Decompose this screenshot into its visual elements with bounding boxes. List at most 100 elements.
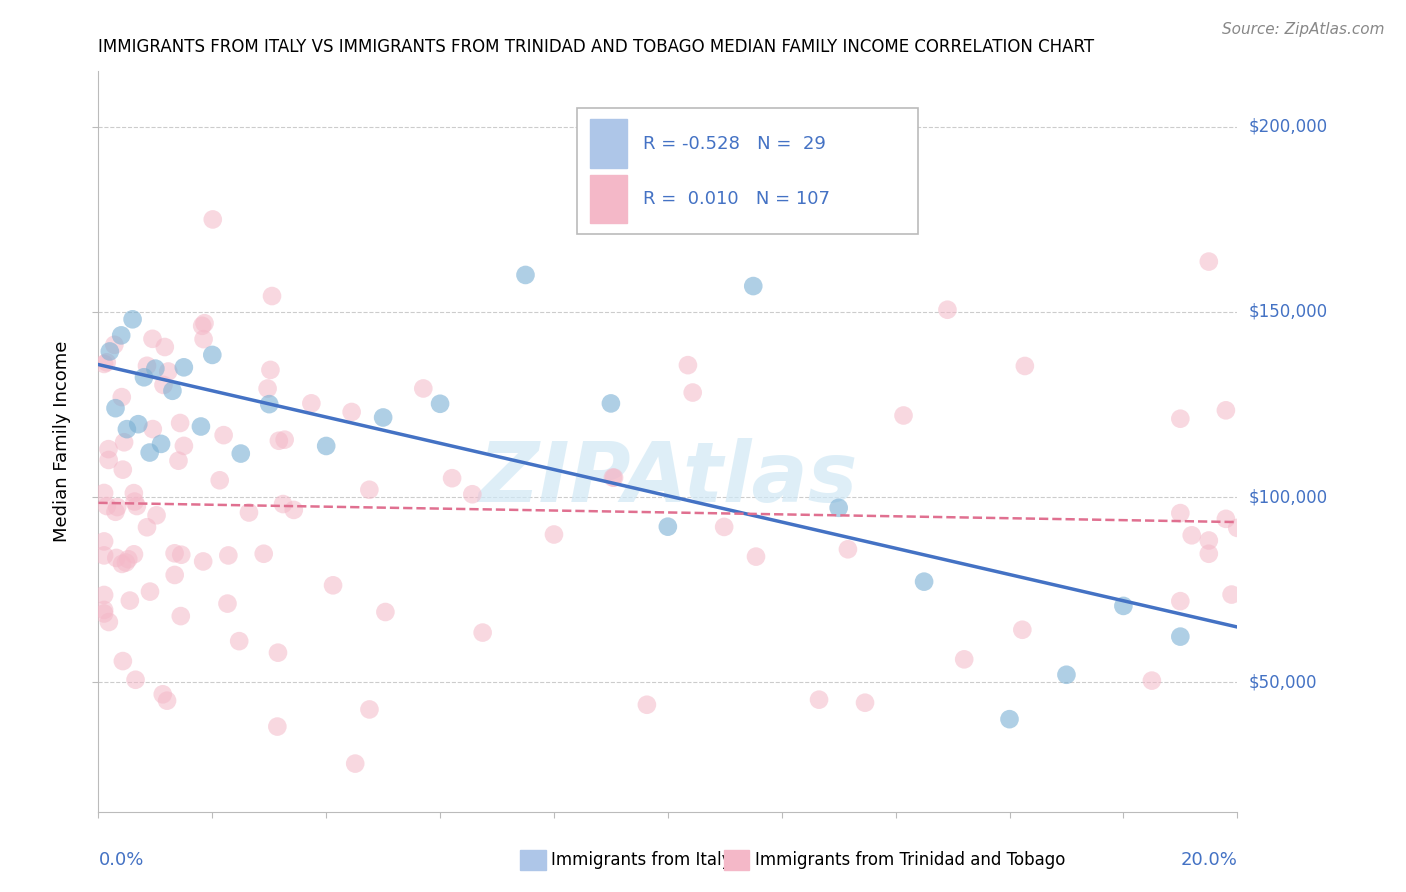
FancyBboxPatch shape (591, 120, 627, 168)
Point (98, 344, 121, 359)
Point (260, 289, 283, 303)
Point (1170, 506, 1192, 520)
Point (145, 361, 167, 376)
Point (97, 615, 120, 629)
Point (373, 410, 395, 425)
Point (745, 549, 768, 564)
Point (322, 578, 344, 592)
Point (162, 384, 184, 398)
Point (97, 453, 120, 467)
Point (1170, 630, 1192, 644)
Point (93, 357, 115, 371)
Point (229, 446, 252, 460)
Point (212, 428, 235, 442)
Text: Source: ZipAtlas.com: Source: ZipAtlas.com (1222, 22, 1385, 37)
Point (602, 470, 624, 484)
Point (122, 486, 145, 500)
Point (1198, 547, 1220, 561)
Text: $200,000: $200,000 (1249, 118, 1327, 136)
Point (150, 437, 173, 451)
Point (266, 720, 288, 734)
Point (132, 370, 155, 384)
Point (115, 556, 138, 570)
Point (1215, 403, 1237, 417)
Point (676, 358, 699, 372)
Point (441, 471, 464, 485)
Point (217, 597, 239, 611)
Point (253, 547, 276, 561)
Point (111, 390, 134, 404)
Point (105, 550, 128, 565)
Point (136, 520, 159, 534)
Point (238, 506, 260, 520)
Point (139, 584, 162, 599)
Point (115, 422, 138, 436)
Point (122, 547, 145, 561)
Point (853, 696, 876, 710)
Text: R =  0.010   N = 107: R = 0.010 N = 107 (643, 190, 830, 208)
Text: Immigrants from Trinidad and Tobago: Immigrants from Trinidad and Tobago (755, 851, 1066, 869)
Point (201, 212, 224, 227)
Point (1011, 623, 1033, 637)
Point (138, 445, 160, 459)
Point (217, 549, 239, 563)
Point (163, 568, 186, 582)
Point (837, 542, 859, 557)
Point (1181, 528, 1204, 542)
Point (228, 634, 250, 648)
Point (893, 409, 915, 423)
Point (173, 439, 195, 453)
Point (1112, 599, 1135, 613)
Text: Immigrants from Italy: Immigrants from Italy (551, 851, 731, 869)
Point (142, 422, 165, 436)
Text: 0.0%: 0.0% (98, 851, 143, 869)
Point (1170, 594, 1192, 608)
Point (273, 433, 295, 447)
Point (93, 607, 115, 621)
Point (315, 439, 337, 453)
Point (283, 503, 305, 517)
Point (170, 609, 193, 624)
Point (742, 279, 765, 293)
Point (111, 462, 134, 476)
Point (471, 625, 494, 640)
Point (998, 712, 1021, 726)
Point (157, 364, 180, 378)
Text: ZIPAtlas: ZIPAtlas (478, 438, 858, 519)
Point (110, 328, 132, 343)
Point (1220, 588, 1243, 602)
Point (97, 442, 120, 457)
Y-axis label: Median Family Income: Median Family Income (53, 341, 72, 542)
Point (271, 497, 294, 511)
Text: $50,000: $50,000 (1249, 673, 1317, 691)
Point (125, 499, 148, 513)
Point (682, 385, 704, 400)
Text: $100,000: $100,000 (1249, 488, 1327, 506)
Point (156, 694, 179, 708)
Point (299, 396, 322, 410)
Point (912, 574, 935, 589)
Point (429, 397, 451, 411)
Point (657, 519, 679, 533)
Point (1014, 359, 1036, 373)
Point (190, 419, 212, 434)
Point (105, 500, 128, 514)
FancyBboxPatch shape (591, 175, 627, 223)
Point (1198, 254, 1220, 268)
Point (267, 434, 290, 448)
Point (141, 332, 163, 346)
Point (173, 360, 195, 375)
Point (1170, 411, 1192, 425)
Point (259, 397, 281, 411)
Point (600, 396, 623, 410)
Point (104, 505, 127, 519)
Point (127, 417, 149, 432)
Text: IMMIGRANTS FROM ITALY VS IMMIGRANTS FROM TRINIDAD AND TOBAGO MEDIAN FAMILY INCOM: IMMIGRANTS FROM ITALY VS IMMIGRANTS FROM… (98, 38, 1094, 56)
Point (1198, 533, 1220, 548)
Point (193, 316, 215, 330)
Point (93, 534, 115, 549)
Point (93, 486, 115, 500)
Point (340, 405, 363, 419)
Point (93, 603, 115, 617)
Point (152, 687, 174, 701)
